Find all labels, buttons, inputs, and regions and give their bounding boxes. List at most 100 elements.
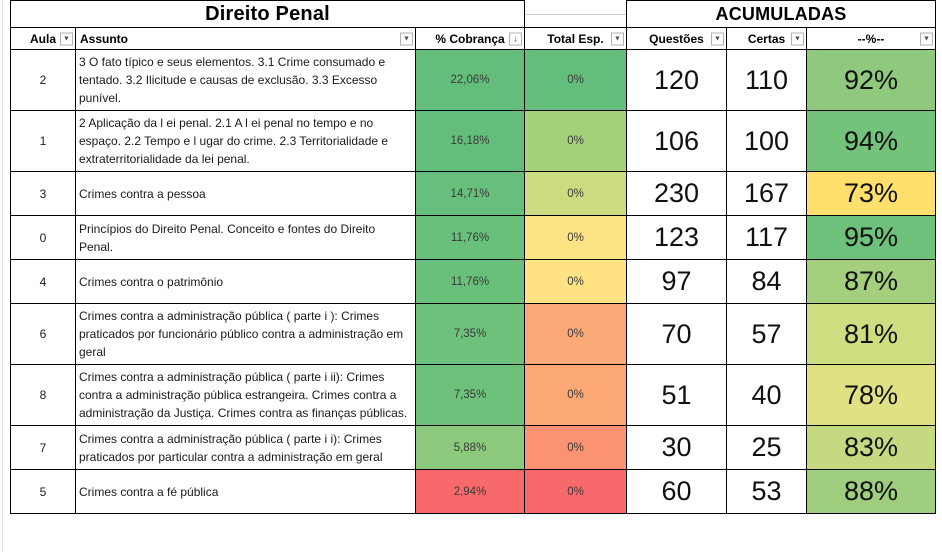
- pct-cell: 83%: [806, 425, 936, 470]
- certas-cell: 84: [726, 259, 807, 304]
- questoes-cell: 60: [626, 469, 727, 514]
- total-esp-cell: 0%: [524, 259, 627, 304]
- pct-cell: 92%: [806, 49, 936, 111]
- column-header-label: Questões: [649, 31, 704, 46]
- total-esp-cell: 0%: [524, 469, 627, 514]
- cobranca-cell: 11,76%: [415, 259, 525, 304]
- assunto-cell: 2 Aplicação da l ei penal. 2.1 A l ei pe…: [75, 110, 416, 172]
- assunto-cell: Crimes contra a administração pública ( …: [75, 364, 416, 426]
- study-table: Direito Penal ACUMULADAS Aula ▼ Assunto …: [10, 0, 936, 514]
- assunto-cell: Crimes contra a administração pública ( …: [75, 425, 416, 470]
- questoes-cell: 70: [626, 303, 727, 365]
- pct-cell: 73%: [806, 171, 936, 216]
- questoes-cell: 97: [626, 259, 727, 304]
- questoes-cell: 106: [626, 110, 727, 172]
- certas-cell: 53: [726, 469, 807, 514]
- title-gap-cell: [524, 0, 627, 28]
- assunto-cell: Crimes contra a fé pública: [75, 469, 416, 514]
- total-esp-cell: 0%: [524, 215, 627, 260]
- certas-cell: 110: [726, 49, 807, 111]
- table-row: 5 Crimes contra a fé pública 2,94% 0% 60…: [10, 469, 936, 514]
- total-esp-cell: 0%: [524, 303, 627, 365]
- accumulated-title: ACUMULADAS: [626, 0, 936, 28]
- aula-cell: 4: [10, 259, 76, 304]
- table-row: 2 3 O fato típico e seus elementos. 3.1 …: [10, 49, 936, 111]
- filter-dropdown-icon[interactable]: ▼: [920, 32, 933, 45]
- column-header-questoes: Questões ▼: [626, 27, 727, 50]
- certas-cell: 40: [726, 364, 807, 426]
- cobranca-cell: 7,35%: [415, 303, 525, 365]
- column-header-label: Certas: [747, 31, 786, 46]
- filter-dropdown-icon[interactable]: ▼: [611, 32, 624, 45]
- column-header-label: Aula: [29, 31, 56, 46]
- assunto-cell: Crimes contra a pessoa: [75, 171, 416, 216]
- aula-cell: 7: [10, 425, 76, 470]
- aula-cell: 3: [10, 171, 76, 216]
- pct-cell: 88%: [806, 469, 936, 514]
- table-row: 3 Crimes contra a pessoa 14,71% 0% 230 1…: [10, 171, 936, 216]
- assunto-cell: Crimes contra a administração pública ( …: [75, 303, 416, 365]
- aula-cell: 6: [10, 303, 76, 365]
- total-esp-cell: 0%: [524, 425, 627, 470]
- questoes-cell: 30: [626, 425, 727, 470]
- filter-sorted-icon[interactable]: ↓: [509, 32, 522, 45]
- questoes-cell: 230: [626, 171, 727, 216]
- table-row: 8 Crimes contra a administração pública …: [10, 364, 936, 426]
- pct-cell: 95%: [806, 215, 936, 260]
- total-esp-cell: 0%: [524, 364, 627, 426]
- filter-dropdown-icon[interactable]: ▼: [400, 32, 413, 45]
- column-header-certas: Certas ▼: [726, 27, 807, 50]
- questoes-cell: 123: [626, 215, 727, 260]
- column-header-label: % Cobrança: [435, 31, 505, 46]
- aula-cell: 8: [10, 364, 76, 426]
- header-row: Aula ▼ Assunto ▼ % Cobrança ↓ Total Esp.…: [10, 27, 936, 50]
- assunto-cell: Princípios do Direito Penal. Conceito e …: [75, 215, 416, 260]
- table-row: 4 Crimes contra o patrimônio 11,76% 0% 9…: [10, 259, 936, 304]
- column-header-pct: --%-- ▼: [806, 27, 936, 50]
- cobranca-cell: 5,88%: [415, 425, 525, 470]
- total-esp-cell: 0%: [524, 171, 627, 216]
- questoes-cell: 51: [626, 364, 727, 426]
- certas-cell: 57: [726, 303, 807, 365]
- column-header-aula: Aula ▼: [10, 27, 76, 50]
- filter-dropdown-icon[interactable]: ▼: [711, 32, 724, 45]
- aula-cell: 5: [10, 469, 76, 514]
- column-header-cobranca: % Cobrança ↓: [415, 27, 525, 50]
- cobranca-cell: 2,94%: [415, 469, 525, 514]
- certas-cell: 167: [726, 171, 807, 216]
- pct-cell: 94%: [806, 110, 936, 172]
- total-esp-cell: 0%: [524, 49, 627, 111]
- table-row: 6 Crimes contra a administração pública …: [10, 303, 936, 365]
- cobranca-cell: 16,18%: [415, 110, 525, 172]
- aula-cell: 0: [10, 215, 76, 260]
- total-esp-cell: 0%: [524, 110, 627, 172]
- gridline: [525, 2, 626, 15]
- pct-cell: 87%: [806, 259, 936, 304]
- assunto-cell: Crimes contra o patrimônio: [75, 259, 416, 304]
- column-header-label: Total Esp.: [547, 31, 604, 46]
- filter-dropdown-icon[interactable]: ▼: [60, 32, 73, 45]
- subject-title: Direito Penal: [10, 0, 525, 28]
- certas-cell: 25: [726, 425, 807, 470]
- table-row: 7 Crimes contra a administração pública …: [10, 425, 936, 470]
- column-header-assunto: Assunto ▼: [75, 27, 416, 50]
- aula-cell: 1: [10, 110, 76, 172]
- table-row: 0 Princípios do Direito Penal. Conceito …: [10, 215, 936, 260]
- title-row: Direito Penal ACUMULADAS: [10, 0, 936, 28]
- column-header-total-esp: Total Esp. ▼: [524, 27, 627, 50]
- cobranca-cell: 22,06%: [415, 49, 525, 111]
- certas-cell: 100: [726, 110, 807, 172]
- cobranca-cell: 14,71%: [415, 171, 525, 216]
- column-header-label: --%--: [857, 31, 885, 46]
- assunto-cell: 3 O fato típico e seus elementos. 3.1 Cr…: [75, 49, 416, 111]
- table-body: 2 3 O fato típico e seus elementos. 3.1 …: [10, 49, 936, 514]
- questoes-cell: 120: [626, 49, 727, 111]
- aula-cell: 2: [10, 49, 76, 111]
- pct-cell: 78%: [806, 364, 936, 426]
- study-sheet: Direito Penal ACUMULADAS Aula ▼ Assunto …: [10, 0, 936, 514]
- certas-cell: 117: [726, 215, 807, 260]
- filter-dropdown-icon[interactable]: ▼: [791, 32, 804, 45]
- column-header-label: Assunto: [80, 31, 128, 46]
- pct-cell: 81%: [806, 303, 936, 365]
